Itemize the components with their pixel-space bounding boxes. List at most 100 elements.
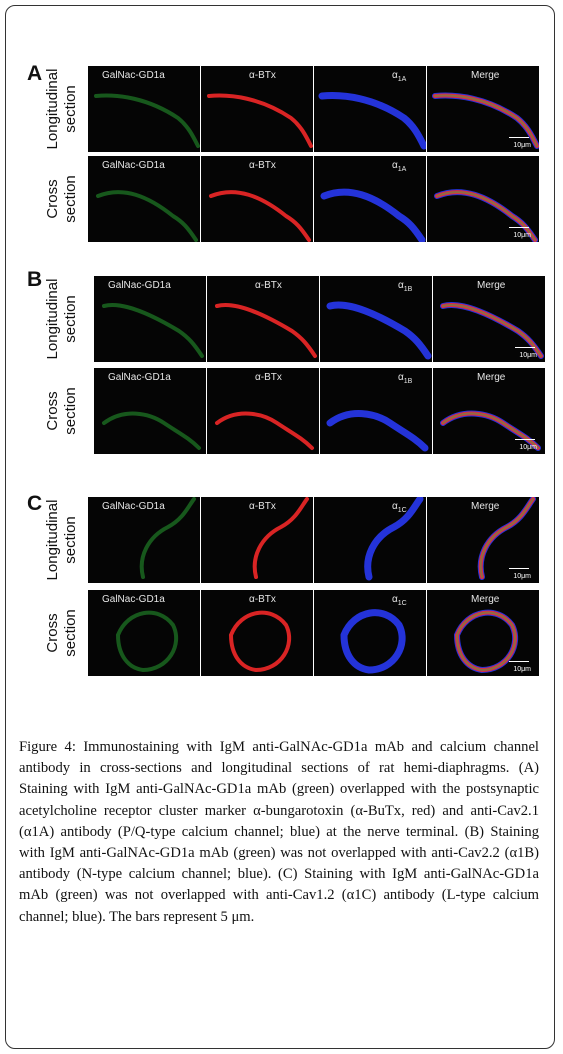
signal-red — [252, 497, 309, 579]
channel-label: α-BTx — [249, 501, 276, 512]
channel-name: α — [392, 70, 398, 81]
scale-bar-label: 10μm — [513, 232, 531, 239]
micrograph-blue: α1B — [320, 368, 432, 454]
scale-bar-label: 10μm — [513, 142, 531, 149]
signal-green — [96, 190, 198, 242]
fluorescence-signal — [215, 303, 317, 358]
channel-name: α-BTx — [255, 280, 282, 291]
micrograph-red: α-BTx — [207, 368, 319, 454]
channel-name: α-BTx — [255, 372, 282, 383]
scale-bar — [515, 438, 535, 440]
channel-name: Merge — [477, 372, 506, 383]
channel-label: Merge — [477, 372, 505, 383]
channel-name: GalNac-GD1a — [102, 70, 165, 81]
signal-red — [455, 610, 518, 673]
micrograph-red: α-BTx — [201, 497, 313, 583]
scale-bar — [515, 346, 535, 348]
scale-bar — [509, 660, 529, 662]
signal-green — [442, 304, 542, 357]
micrograph-blue: α1C — [314, 590, 426, 676]
signal-green — [94, 93, 200, 148]
fluorescence-signal — [454, 609, 519, 674]
channel-name: GalNac-GD1a — [108, 280, 171, 291]
scale-bar-label: 10μm — [519, 444, 537, 451]
micrograph-green: GalNac-GD1a — [88, 66, 200, 152]
fluorescence-signal — [320, 188, 426, 242]
row-label-text: Longitudinal section — [44, 499, 79, 581]
fluorescence-signal — [440, 302, 544, 359]
scale-bar-label: 10μm — [513, 573, 531, 580]
channel-label: GalNac-GD1a — [102, 160, 165, 171]
channel-subscript: 1B — [403, 378, 413, 385]
micrograph-merge: Merge 10μm — [433, 276, 545, 362]
micrograph-green: GalNac-GD1a — [94, 368, 206, 454]
channel-label: Merge — [471, 501, 499, 512]
panel-label-c: C — [27, 492, 43, 515]
fluorescence-signal — [209, 190, 311, 242]
fluorescence-signal — [215, 411, 314, 450]
channel-name: Merge — [471, 501, 500, 512]
micrograph-merge: 10μm — [427, 156, 539, 242]
channel-label: α-BTx — [249, 160, 276, 171]
channel-name: α-BTx — [249, 160, 276, 171]
channel-name: GalNac-GD1a — [102, 501, 165, 512]
fluorescence-signal — [102, 411, 201, 450]
signal-green — [102, 303, 204, 358]
channel-label: α1C — [392, 501, 407, 514]
signal-green — [436, 191, 536, 241]
channel-label: α-BTx — [255, 280, 282, 291]
fluorescence-signal — [96, 190, 198, 242]
micrograph-green: GalNac-GD1a — [88, 156, 200, 242]
channel-name: Merge — [477, 280, 506, 291]
scale-bar — [509, 136, 529, 138]
channel-label: α1B — [398, 280, 412, 293]
fluorescence-signal — [207, 93, 313, 148]
micrograph-red: α-BTx — [201, 66, 313, 152]
micrograph-blue: α1A — [314, 66, 426, 152]
channel-subscript: 1A — [397, 76, 407, 83]
channel-subscript: 1C — [397, 507, 407, 514]
micrograph-blue: α1B — [320, 276, 432, 362]
signal-blue — [318, 92, 426, 150]
panel-label-b: B — [27, 268, 43, 291]
fluorescence-signal — [477, 497, 536, 580]
channel-label: GalNac-GD1a — [108, 372, 171, 383]
signal-red — [215, 303, 317, 358]
row-label-text: Longitudinal section — [44, 278, 79, 360]
scale-bar-label: 10μm — [519, 352, 537, 359]
channel-name: α-BTx — [249, 594, 276, 605]
row-label-text: Longitudinal section — [44, 68, 79, 150]
fluorescence-signal — [252, 497, 309, 579]
fluorescence-signal — [432, 92, 539, 149]
scale-bar — [509, 226, 529, 228]
channel-label: GalNac-GD1a — [108, 280, 171, 291]
signal-red — [207, 93, 313, 148]
signal-blue — [440, 302, 544, 359]
micrograph-red: α-BTx — [207, 276, 319, 362]
signal-red — [209, 190, 311, 242]
signal-red — [229, 610, 292, 673]
signal-blue — [326, 410, 429, 452]
row-label-text: Cross section — [44, 387, 79, 435]
channel-label: GalNac-GD1a — [102, 501, 165, 512]
channel-name: GalNac-GD1a — [108, 372, 171, 383]
micrograph-green: GalNac-GD1a — [88, 497, 200, 583]
channel-label: GalNac-GD1a — [102, 594, 165, 605]
signal-green — [102, 411, 201, 450]
signal-blue — [340, 609, 406, 674]
micrograph-green: GalNac-GD1a — [88, 590, 200, 676]
micrograph-merge: Merge 10μm — [427, 497, 539, 583]
fluorescence-signal — [116, 610, 179, 673]
channel-name: α — [392, 501, 398, 512]
micrograph-red: α-BTx — [201, 156, 313, 242]
fluorescence-signal — [326, 410, 429, 452]
signal-red — [215, 411, 314, 450]
signal-green — [116, 610, 179, 673]
fluorescence-signal — [139, 497, 196, 579]
channel-name: α-BTx — [249, 501, 276, 512]
micrograph-red: α-BTx — [201, 590, 313, 676]
channel-name: α-BTx — [249, 70, 276, 81]
fluorescence-signal — [102, 303, 204, 358]
signal-red — [441, 303, 543, 358]
fluorescence-signal — [229, 610, 292, 673]
